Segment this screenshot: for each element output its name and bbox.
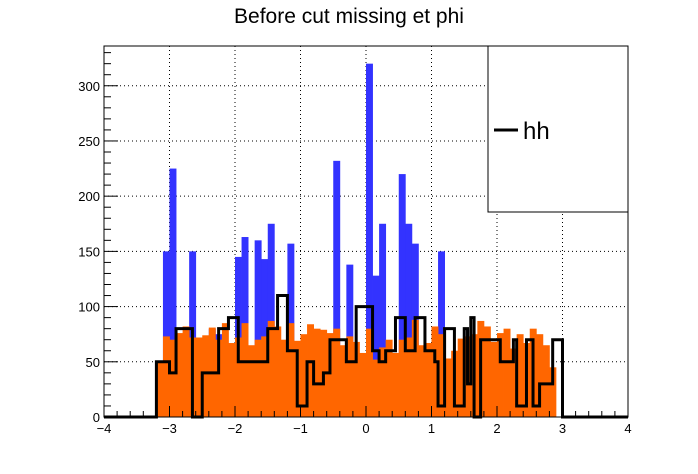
- bar-orange: [182, 326, 190, 417]
- bar-orange: [333, 328, 341, 417]
- bar-orange: [235, 337, 242, 417]
- bar-orange: [215, 339, 223, 417]
- bar-orange: [195, 337, 203, 417]
- bar-orange: [418, 345, 426, 417]
- bar-blue: [254, 240, 262, 417]
- bar-orange: [549, 367, 557, 417]
- bar-orange: [339, 345, 347, 417]
- bar-orange: [202, 335, 210, 417]
- bar-orange: [169, 339, 177, 417]
- bar-blue: [162, 251, 170, 417]
- bar-orange: [516, 334, 524, 417]
- bar-orange: [457, 338, 465, 417]
- bar-orange: [307, 324, 314, 417]
- bar-orange: [510, 348, 518, 417]
- bar-orange: [156, 361, 164, 417]
- bar-orange: [405, 337, 413, 417]
- bar-orange: [267, 320, 275, 417]
- bar-orange: [431, 326, 439, 417]
- bar-orange: [359, 352, 367, 417]
- bar-orange: [379, 347, 387, 417]
- chart-title: Before cut missing et phi: [234, 5, 464, 28]
- y-tick-label: 0: [93, 410, 100, 425]
- bar-orange: [542, 345, 550, 417]
- bar-orange: [444, 358, 452, 417]
- y-tick-label: 200: [78, 189, 100, 204]
- y-axis: 0 50 100 150 200 250 300: [78, 46, 118, 425]
- series-hh-path: [104, 294, 628, 419]
- bar-orange: [366, 328, 373, 417]
- bar-orange: [300, 334, 308, 417]
- x-tick-label: 3: [559, 421, 566, 436]
- bar-blue: [366, 63, 373, 418]
- bar-blue: [398, 174, 406, 417]
- bar-blue: [333, 160, 341, 418]
- series-hh-line: [104, 294, 628, 419]
- y-tick-label: 150: [78, 244, 100, 259]
- bar-orange: [248, 345, 256, 417]
- y-tick-label: 100: [78, 300, 100, 315]
- bar-orange: [503, 328, 511, 417]
- bar-blue: [372, 275, 380, 417]
- bar-orange: [392, 352, 400, 417]
- bar-orange: [483, 326, 491, 417]
- bar-orange: [313, 328, 321, 417]
- bar-blue: [267, 223, 275, 417]
- x-tick-label: −3: [162, 421, 177, 436]
- bar-orange: [162, 336, 170, 417]
- bar-orange: [438, 334, 445, 417]
- y-tick-label: 250: [78, 134, 100, 149]
- x-tick-label: −4: [97, 421, 112, 436]
- bar-orange: [411, 319, 419, 417]
- x-tick-label: 0: [362, 421, 369, 436]
- bar-blue: [169, 168, 177, 417]
- bar-orange: [490, 341, 498, 417]
- bar-orange: [228, 343, 236, 417]
- bar-orange: [287, 323, 295, 417]
- bar-orange: [326, 333, 334, 417]
- y-tick-label: 300: [78, 79, 100, 94]
- bar-orange: [497, 333, 504, 417]
- x-tick-label: 2: [493, 421, 500, 436]
- bar-orange: [536, 334, 544, 417]
- bar-orange: [176, 333, 183, 417]
- legend-label-hh: hh: [523, 118, 550, 145]
- x-tick-label: 1: [428, 421, 435, 436]
- bar-orange: [274, 326, 282, 417]
- y-tick-label: 50: [86, 355, 100, 370]
- bar-orange: [352, 341, 360, 417]
- bar-orange: [221, 323, 229, 417]
- bar-orange: [346, 336, 354, 417]
- x-tick-label: −1: [293, 421, 308, 436]
- x-tick-label: 4: [624, 421, 631, 436]
- x-tick-label: −2: [228, 421, 243, 436]
- bar-blue: [379, 223, 387, 417]
- legend: hh: [487, 45, 629, 213]
- bar-orange: [372, 359, 380, 417]
- bar-orange: [424, 343, 432, 417]
- bar-orange: [398, 339, 406, 417]
- x-axis: −4 −3 −2 −1 0 1 2 3 4: [97, 406, 632, 436]
- bar-orange: [261, 336, 269, 417]
- bar-orange: [385, 339, 393, 417]
- bar-blue: [405, 223, 413, 417]
- bar-orange: [280, 339, 288, 417]
- bar-orange: [241, 323, 249, 417]
- bar-orange: [254, 339, 262, 417]
